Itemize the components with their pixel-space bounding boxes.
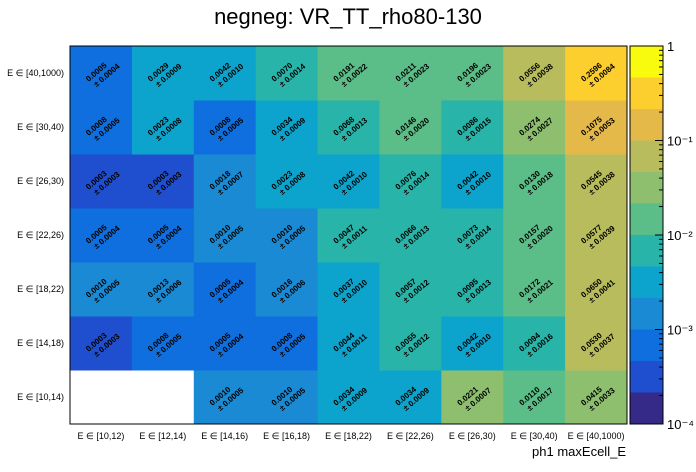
heatmap-cell <box>70 100 133 155</box>
y-tick-label: E ∈ [10,14) <box>17 392 64 402</box>
heatmap-cell <box>503 46 566 101</box>
color-scale-tick-label: 10⁻¹ <box>667 134 693 149</box>
heatmap-cell <box>441 100 504 155</box>
x-tick-label: E ∈ [18,22) <box>325 431 372 441</box>
x-axis-label: ph1 maxEcell_E <box>532 444 626 459</box>
heatmap-cell <box>441 262 504 317</box>
heatmap-cell <box>193 208 257 263</box>
x-tick-label: E ∈ [16,18) <box>263 431 310 441</box>
heatmap-cell <box>131 262 195 317</box>
heatmap-cell <box>131 208 195 263</box>
heatmap-cell <box>441 46 504 101</box>
heatmap-cell <box>317 154 380 209</box>
heatmap-cell <box>441 154 504 209</box>
heatmap-cell <box>193 100 257 155</box>
heatmap-cell <box>565 46 628 101</box>
heatmap-cell <box>565 154 628 209</box>
heatmap-cell <box>317 262 380 317</box>
heatmap-cell <box>193 262 257 317</box>
heatmap-cell <box>441 316 504 371</box>
heatmap-cell <box>131 154 195 209</box>
heatmap-cell <box>317 370 380 425</box>
y-tick-label: E ∈ [14,18) <box>17 338 64 348</box>
color-scale-tick-label: 10⁻² <box>667 228 693 243</box>
color-scale-bar: 1 10⁻¹ 10⁻² 10⁻³ 10⁻⁴ <box>629 39 694 432</box>
heatmap-cell <box>503 208 566 263</box>
heatmap-cell <box>70 154 133 209</box>
heatmap-cell <box>131 100 195 155</box>
heatmap-cell <box>255 46 319 101</box>
heatmap-cell <box>317 100 380 155</box>
y-tick-label: E ∈ [30,40) <box>17 122 64 132</box>
heatmap-cell <box>70 46 133 101</box>
heatmap-cell <box>503 100 566 155</box>
heatmap-cell <box>255 100 319 155</box>
color-scale-tick-label: 10⁻³ <box>667 323 693 338</box>
heatmap-cell <box>317 208 380 263</box>
chart-title: negneg: VR_TT_rho80-130 <box>214 4 482 29</box>
heatmap-cell <box>70 316 133 371</box>
heatmap-cell <box>379 154 442 209</box>
x-tick-label: E ∈ [12,14) <box>139 431 186 441</box>
heatmap-cell <box>70 262 133 317</box>
heatmap-cell <box>503 370 566 425</box>
x-tick-labels: E ∈ [10,12) E ∈ [12,14) E ∈ [14,16) E ∈ [16… <box>78 431 625 441</box>
heatmap-cell <box>379 208 442 263</box>
heatmap-cell <box>379 46 442 101</box>
heatmap-cell <box>441 208 504 263</box>
plot-frame <box>69 45 628 425</box>
heatmap-cell <box>503 262 566 317</box>
heatmap-cell <box>565 370 628 425</box>
heatmap-cell <box>193 370 257 425</box>
heatmap-cell <box>255 262 319 317</box>
y-tick-label: E ∈ [26,30) <box>17 176 64 186</box>
heatmap-cell <box>317 316 380 371</box>
heatmap-cell <box>70 208 133 263</box>
heatmap-cell <box>379 100 442 155</box>
heatmap-cell <box>131 46 195 101</box>
heatmap-cell <box>255 370 319 425</box>
heatmap-cell <box>565 262 628 317</box>
heatmap-cell <box>255 208 319 263</box>
x-tick-label: E ∈ [10,12) <box>78 431 125 441</box>
x-tick-label: E ∈ [26,30) <box>449 431 496 441</box>
color-scale-tick-label: 1 <box>667 39 674 54</box>
heatmap-cell <box>379 316 442 371</box>
y-tick-label: E ∈ [40,1000) <box>7 68 64 78</box>
heatmap-cell <box>441 370 504 425</box>
heatmap-cell <box>565 208 628 263</box>
x-tick-label: E ∈ [14,16) <box>201 431 248 441</box>
x-tick-label: E ∈ [30,40) <box>511 431 558 441</box>
heatmap-cell <box>193 316 257 371</box>
x-tick-label: E ∈ [22,26) <box>387 431 434 441</box>
y-tick-labels: E ∈ [10,14) E ∈ [14,18) E ∈ [18,22) E ∈ [22… <box>7 68 64 402</box>
heatmap-cell <box>317 46 380 101</box>
heatmap-cell <box>503 154 566 209</box>
heatmap-cell <box>193 154 257 209</box>
heatmap-cell <box>131 316 195 371</box>
x-tick-label: E ∈ [40,1000) <box>568 431 625 441</box>
heatmap-cell <box>379 370 442 425</box>
heatmap-cell <box>255 316 319 371</box>
y-tick-label: E ∈ [18,22) <box>17 284 64 294</box>
heatmap-cell <box>255 154 319 209</box>
heatmap-cells <box>70 46 628 425</box>
color-scale-gradient <box>629 45 664 425</box>
y-tick-label: E ∈ [22,26) <box>17 230 64 240</box>
heatmap-cell <box>565 100 628 155</box>
heatmap-cell <box>503 316 566 371</box>
heatmap-cell <box>565 316 628 371</box>
heatmap-cell <box>379 262 442 317</box>
heatmap-cell <box>193 46 257 101</box>
color-scale-tick-label: 10⁻⁴ <box>667 417 694 432</box>
